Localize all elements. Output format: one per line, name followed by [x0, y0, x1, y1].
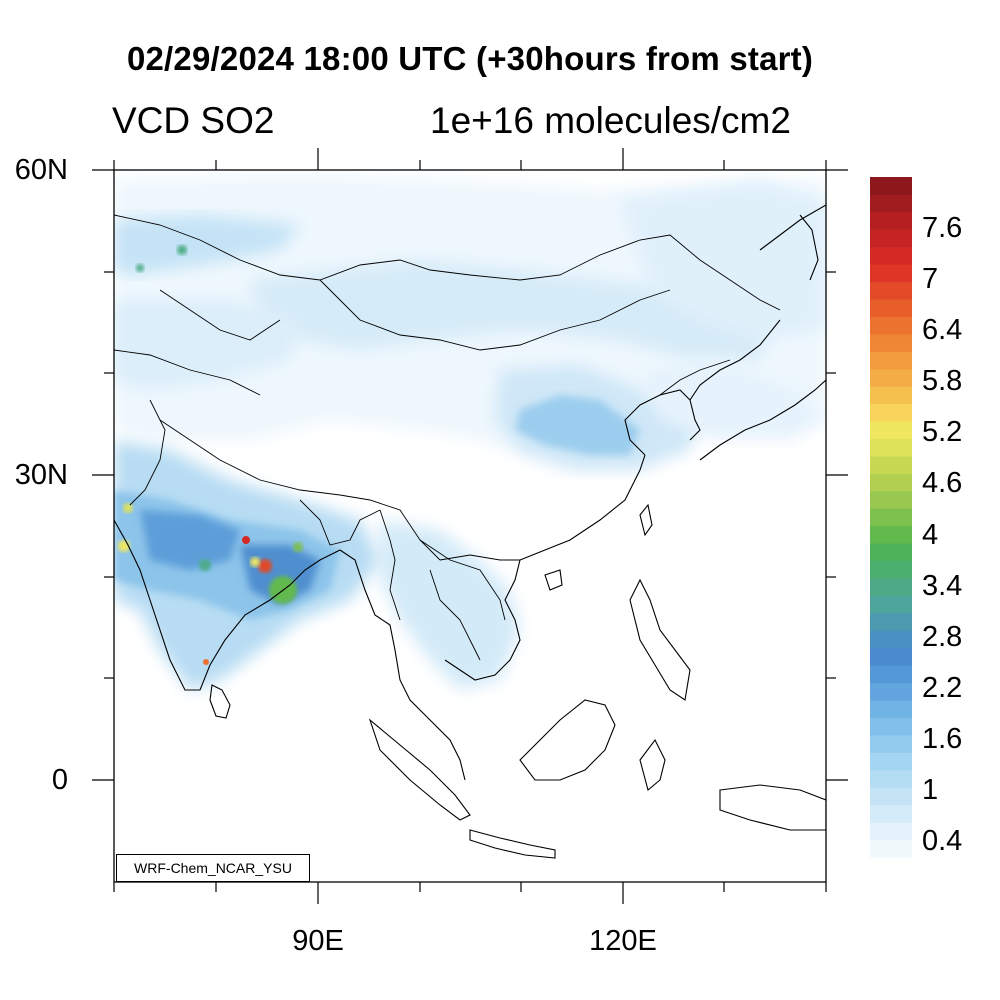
colorbar-swatch — [870, 246, 912, 265]
colorbar-swatch — [870, 804, 912, 823]
hotspot — [242, 536, 250, 544]
colorbar-swatch — [870, 211, 912, 230]
colorbar-swatch — [870, 473, 912, 492]
colorbar-swatch — [870, 612, 912, 631]
colorbar-tick-label: 2.2 — [922, 671, 963, 704]
so2-field — [114, 175, 826, 690]
colorbar-swatch — [870, 839, 912, 858]
hotspot — [250, 557, 260, 567]
hotspot — [203, 659, 209, 665]
colorbar-swatch — [870, 543, 912, 562]
colorbar-swatch — [870, 752, 912, 771]
colorbar-tick-label: 1 — [922, 773, 939, 806]
colorbar-tick-label: 6.4 — [922, 314, 963, 347]
colorbar-swatch — [870, 229, 912, 248]
so2-field-japan-korea — [640, 360, 826, 440]
lat-label-30n: 30N — [14, 459, 68, 491]
colorbar-swatch — [870, 386, 912, 405]
so2-field-indochina — [380, 520, 520, 690]
colorbar-tick-label: 1.6 — [922, 722, 963, 755]
colorbar-swatch — [870, 787, 912, 806]
colorbar-swatch — [870, 665, 912, 684]
colorbar-swatch — [870, 455, 912, 474]
colorbar-tick-label: 7 — [922, 263, 939, 296]
colorbar-tick-label: 2.8 — [922, 620, 963, 653]
so2-field-central-asia — [114, 300, 300, 390]
model-credit: WRF-Chem_NCAR_YSU — [116, 854, 310, 882]
colorbar-swatch — [870, 368, 912, 387]
colorbar-swatch — [870, 194, 912, 213]
colorbar-swatch — [870, 351, 912, 370]
colorbar-swatch — [870, 595, 912, 614]
colorbar-swatch — [870, 177, 912, 195]
colorbar-tick-label: 3.4 — [922, 569, 963, 602]
colorbar-swatch — [870, 333, 912, 352]
so2-field-east-india — [240, 545, 320, 605]
lon-label-120e: 120E — [589, 925, 657, 957]
colorbar-swatch — [870, 438, 912, 457]
so2-field-india-core — [140, 510, 240, 570]
colorbar-tick-label: 5.8 — [922, 365, 963, 398]
colorbar-swatch — [870, 717, 912, 736]
colorbar-swatch — [870, 822, 912, 841]
colorbar-swatch — [870, 316, 912, 335]
colorbar-swatch — [870, 630, 912, 649]
lat-label-0: 0 — [51, 764, 68, 796]
colorbar-swatch — [870, 682, 912, 701]
so2-field-mongolia — [250, 260, 770, 360]
colorbar-swatch — [870, 421, 912, 440]
plot-frame — [113, 169, 827, 883]
colorbar-tick-label: 0.4 — [922, 825, 963, 857]
colorbar-tick-label: 4.6 — [922, 467, 963, 500]
lon-label-90e: 90E — [292, 925, 344, 957]
hotspot — [177, 245, 187, 255]
colorbar-swatch — [870, 734, 912, 753]
borders — [114, 214, 781, 661]
colorbar-swatch — [870, 403, 912, 422]
colorbar-tick-label: 5.2 — [922, 416, 963, 449]
hotspot — [258, 559, 272, 573]
variable-name: VCD SO2 — [112, 100, 275, 141]
colorbar-tick-label: 4 — [922, 518, 939, 551]
colorbar-swatch — [870, 560, 912, 579]
colorbar-swatch — [870, 508, 912, 527]
plot-title: 02/29/2024 18:00 UTC (+30hours from star… — [126, 40, 814, 77]
colorbar-swatch — [870, 578, 912, 596]
coastlines — [114, 204, 826, 859]
colorbar-swatch — [870, 490, 912, 509]
hotspot — [293, 542, 303, 552]
hotspot — [199, 559, 211, 571]
lat-label-60n: 60N — [14, 154, 68, 186]
colorbar-swatch — [870, 264, 912, 283]
so2-field-china-core — [515, 395, 640, 455]
axis-ticks — [92, 148, 848, 904]
colorbar-swatch — [870, 647, 912, 666]
colorbar — [870, 177, 912, 858]
colorbar-swatch — [870, 525, 912, 544]
hotspot — [123, 503, 133, 513]
colorbar-swatch — [870, 700, 912, 719]
units-label: 1e+16 molecules/cm2 — [430, 100, 791, 141]
colorbar-tick-label: 7.6 — [922, 212, 963, 244]
colorbar-swatch — [870, 769, 912, 788]
so2-field-neast — [620, 180, 826, 340]
colorbar-swatch — [870, 299, 912, 317]
colorbar-swatch — [870, 281, 912, 300]
hotspot — [136, 264, 144, 272]
so2-field-kazakh — [114, 215, 300, 275]
